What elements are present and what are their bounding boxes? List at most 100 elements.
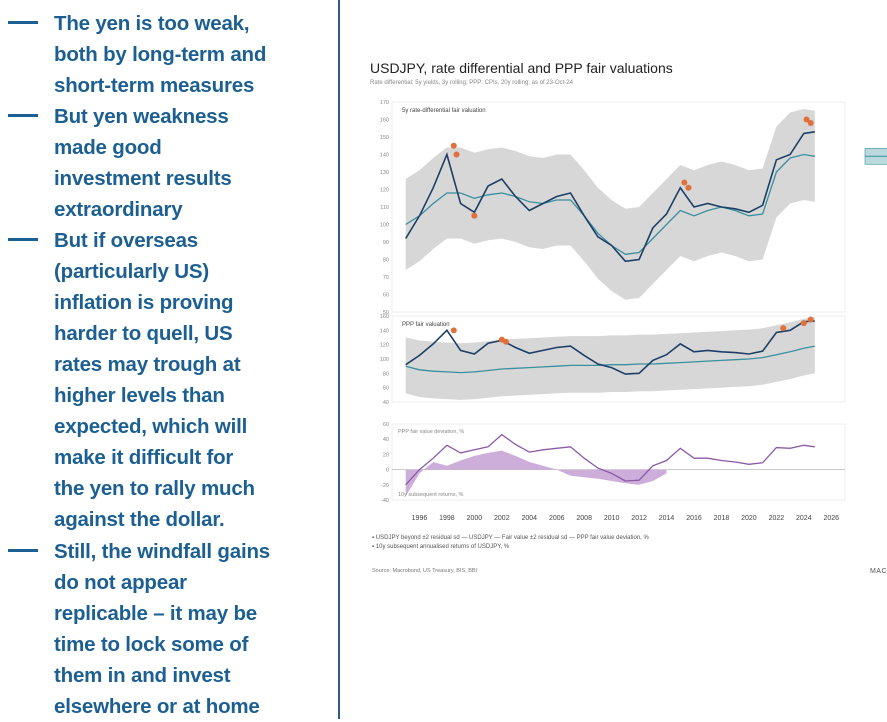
bullet-line: But yen weakness [54, 105, 229, 128]
usdjpy-line [405, 131, 815, 263]
bullet-dash [8, 21, 38, 24]
bullet-text: Still, the windfall gains do not appear re… [54, 536, 329, 722]
divider [338, 0, 340, 719]
beyond-sd-point [803, 116, 810, 123]
y-tick-label: 40 [383, 437, 389, 443]
bullet-line: extraordinary [54, 198, 183, 221]
annotation-lower: 10y subsequent returns, % [398, 492, 464, 498]
y-tick-label: 140 [380, 153, 389, 159]
panel-label: PPP fair valuation [402, 322, 450, 328]
bullet-line: The yen is too weak, [54, 12, 250, 35]
bullet-line: make it difficult for [54, 446, 234, 469]
legend-line-2: ▪ 10y subsequent annualised returns of U… [372, 544, 510, 550]
bullet-line: higher levels than [54, 384, 225, 407]
y-tick-label: -20 [381, 483, 389, 489]
legend-line-1: ▪ USDJPY beyond ±2 residual sd — USDJPY … [372, 535, 649, 541]
plot-frame [391, 423, 846, 501]
bullet-list: The yen is too weak, both by long-term an… [0, 0, 330, 719]
y-tick-label: 130 [380, 170, 389, 176]
plot-frame [391, 315, 846, 403]
bullet-line: against the dollar. [54, 508, 225, 531]
panel-label: 5y rate-differential fair valuation [402, 108, 486, 114]
bullet-line: Still, the windfall gains [54, 540, 270, 563]
chart-svg: 50 60 70 80 90 100 110 120 130 140 150 160 170 5y rat… [380, 100, 887, 522]
y-tick-label: 100 [380, 357, 389, 363]
chart-subtitle: Rate differential: 5y yields, 3y rolling… [370, 80, 573, 86]
bullet-line: investment results [54, 167, 232, 190]
fair-value-band [405, 109, 815, 300]
x-tick-label: 2004 [521, 515, 537, 522]
x-tick-label: 2016 [686, 515, 702, 522]
beyond-sd-point [450, 142, 457, 149]
bullet-line: short-term measures [54, 74, 255, 97]
bullet-line: the yen to rally much [54, 477, 255, 500]
beyond-sd-point [807, 316, 814, 323]
fair-value-line [405, 345, 815, 374]
y-tick-label: 160 [380, 118, 389, 124]
y-tick-label: 160 [380, 314, 389, 320]
bullet-line: expected, which will [54, 415, 248, 438]
y-tick-label: 0 [386, 468, 389, 474]
bullet-line: harder to quell, US [54, 322, 233, 345]
annotation-upper: PPP fair value deviation, % [398, 429, 464, 435]
x-tick-label: 2006 [549, 515, 565, 522]
chart-panel: USDJPY, rate differential and PPP fair v… [350, 50, 887, 590]
bullet-dash [8, 114, 38, 117]
beyond-sd-point [471, 212, 478, 219]
x-tick-label: 1996 [412, 515, 428, 522]
y-tick-label: 50 [383, 310, 389, 316]
y-tick-label: 60 [383, 386, 389, 392]
chart-legend: ▪ USDJPY beyond ±2 residual sd — USDJPY … [372, 534, 872, 552]
beyond-sd-point [685, 184, 692, 191]
beyond-sd-point [800, 320, 807, 327]
x-tick-label: 2008 [576, 515, 592, 522]
x-tick-label: 2012 [631, 515, 647, 522]
y-tick-label: 120 [380, 188, 389, 194]
y-tick-label: 60 [383, 422, 389, 428]
x-tick-label: 2020 [741, 515, 757, 522]
y-tick-label: 170 [380, 100, 389, 106]
logo: MAC [869, 568, 887, 575]
bullet-line: replicable – it may be [54, 602, 257, 625]
y-tick-label: 140 [380, 328, 389, 334]
x-tick-label: 2002 [494, 515, 510, 522]
beyond-sd-point [453, 151, 460, 158]
y-tick-label: 120 [380, 343, 389, 349]
bullet-line: them in and invest [54, 664, 231, 687]
y-tick-label: -40 [381, 498, 389, 504]
y-tick-label: 110 [380, 205, 389, 211]
chart-title: USDJPY, rate differential and PPP fair v… [370, 60, 673, 76]
x-tick-label: 2018 [714, 515, 730, 522]
y-tick-label: 60 [383, 293, 389, 299]
x-tick-label: 2024 [796, 515, 812, 522]
bullet-dash [8, 549, 38, 552]
plot-frame [391, 101, 846, 313]
bullet-text: But yen weakness made good investment resu… [54, 101, 329, 225]
bullet-line: But if overseas [54, 229, 198, 252]
bullet-line: inflation is proving [54, 291, 234, 314]
bullet-dash [8, 238, 38, 241]
x-tick-label: 2014 [659, 515, 675, 522]
bullet-text: But if overseas (particularly US) inflatio… [54, 225, 329, 535]
bullet-text: The yen is too weak, both by long-term an… [54, 8, 329, 101]
y-tick-label: 40 [383, 400, 389, 406]
beyond-sd-point [502, 338, 509, 345]
bullet-line: made good [54, 136, 162, 159]
usdjpy-line [405, 320, 815, 375]
x-tick-label: 1998 [439, 515, 455, 522]
x-tick-label: 2026 [823, 515, 839, 522]
bullet-line: rates may trough at [54, 353, 241, 376]
y-tick-label: 100 [380, 223, 389, 229]
y-tick-label: 90 [383, 240, 389, 246]
x-tick-label: 2000 [467, 515, 483, 522]
beyond-sd-point [681, 179, 688, 186]
beyond-sd-point [807, 120, 814, 126]
y-tick-label: 80 [383, 371, 389, 377]
x-tick-label: 2010 [604, 515, 620, 522]
x-tick-label: 2022 [769, 515, 785, 522]
returns-area [405, 450, 667, 497]
y-tick-label: 20 [383, 452, 389, 458]
bullet-line: (particularly US) [54, 260, 209, 283]
beyond-sd-point [780, 325, 787, 332]
y-tick-label: 150 [380, 135, 389, 141]
